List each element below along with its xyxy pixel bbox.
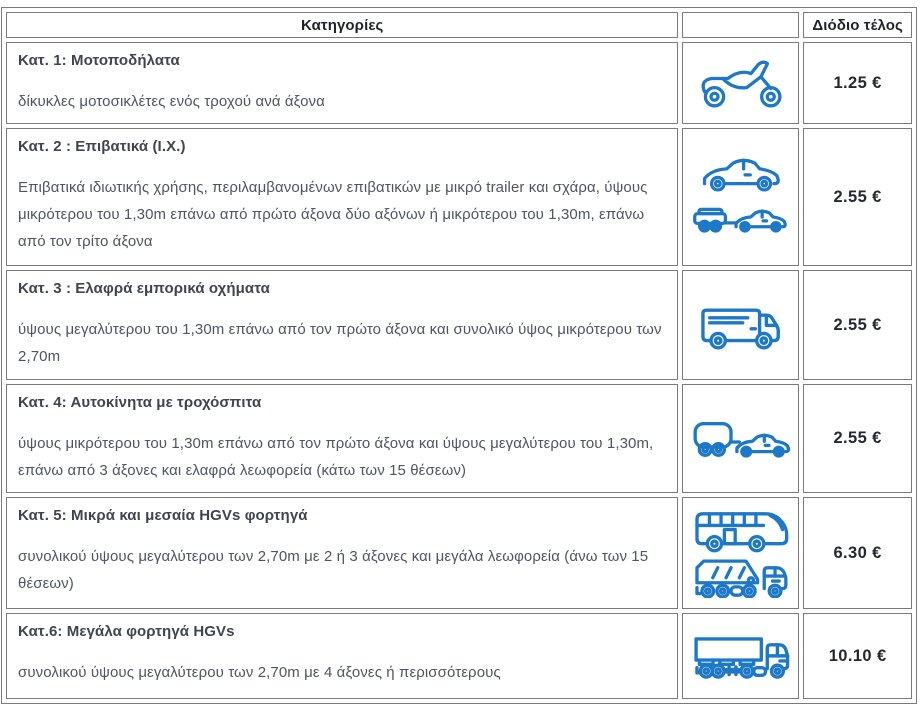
toll-fee-value: 1.25 €: [833, 73, 882, 92]
vehicle-icon-holder: [697, 308, 785, 350]
category-title: Κατ. 5: Μικρά και μεσαία HGVs φορτηγά: [18, 507, 308, 524]
category-cell: Κατ. 1: Μοτοποδήλατα δίκυκλες μοτοσικλέτ…: [6, 42, 679, 124]
category-description: Επιβατικά ιδιωτικής χρήσης, περιλαμβανομ…: [18, 179, 648, 250]
fee-cell: 2.55 €: [803, 270, 912, 380]
column-header-fee: Διόδιο τέλος: [803, 12, 912, 38]
category-cell: Κατ. 3 : Ελαφρά εμπορικά οχήματα ύψους μ…: [6, 270, 679, 380]
vehicle-icon-cell: [682, 613, 800, 699]
table-row: Κατ.6: Μεγάλα φορτηγά HGVs συνολικού ύψο…: [6, 613, 912, 699]
category-title: Κατ. 2 : Επιβατικά (Ι.Χ.): [18, 138, 186, 155]
category-description: συνολικού ύψους μεγαλύτερου των 2,70m με…: [18, 664, 501, 681]
van-icon: [701, 308, 780, 350]
toll-fee-value: 2.55 €: [833, 429, 882, 447]
fee-cell: 6.30 €: [803, 497, 912, 609]
category-title: Κατ. 4: Αυτοκίνητα με τροχόσπιτα: [18, 394, 262, 411]
fee-cell: 2.55 €: [803, 128, 912, 266]
vehicle-icon-holder: [691, 430, 791, 447]
fee-cell: 1.25 €: [803, 42, 912, 124]
vehicle-icon-holder: [691, 188, 791, 205]
car-and-car-with-trailer-icon: [691, 154, 791, 241]
category-cell: Κατ. 5: Μικρά και μεσαία HGVs φορτηγά συ…: [6, 497, 679, 609]
table-body: Κατ. 1: Μοτοποδήλατα δίκυκλες μοτοσικλέτ…: [6, 42, 912, 699]
table-row: Κατ. 3 : Ελαφρά εμπορικά οχήματα ύψους μ…: [6, 270, 912, 380]
column-header-categories: Κατηγορίες: [6, 12, 679, 38]
vehicle-icon-holder: [693, 74, 789, 91]
vehicle-icon-holder: [691, 647, 791, 664]
category-title: Κατ. 3 : Ελαφρά εμπορικά οχήματα: [18, 280, 270, 297]
toll-categories-table: Κατηγορίες Διόδιο τέλος Κατ. 1: Μοτοποδή…: [1, 7, 917, 704]
vehicle-icon-cell: [682, 128, 800, 266]
semi-truck-icon: [691, 633, 791, 679]
table-row: Κατ. 4: Αυτοκίνητα με τροχόσπιτα ύψους μ…: [6, 384, 912, 493]
vehicle-icon-cell: [682, 384, 800, 493]
toll-fee-value: 6.30 €: [833, 543, 882, 562]
category-cell: Κατ. 2 : Επιβατικά (Ι.Χ.) Επιβατικά ιδιω…: [6, 128, 679, 266]
vehicle-icon-cell: [682, 270, 800, 380]
category-title: Κατ. 1: Μοτοποδήλατα: [18, 52, 180, 69]
car-with-caravan-icon: [691, 417, 791, 460]
category-description: συνολικού ύψους μεγαλύτερου των 2,70m με…: [18, 548, 649, 592]
category-cell: Κατ.6: Μεγάλα φορτηγά HGVs συνολικού ύψο…: [6, 613, 679, 699]
table-header: Κατηγορίες Διόδιο τέλος: [6, 12, 912, 38]
table-row: Κατ. 1: Μοτοποδήλατα δίκυκλες μοτοσικλέτ…: [6, 42, 912, 124]
category-description: δίκυκλες μοτοσικλέτες ενός τροχού ανά άξ…: [18, 93, 325, 110]
header-row: Κατηγορίες Διόδιο τέλος: [6, 12, 912, 38]
category-description: ύψους μικρότερου του 1,30m επάνω από τον…: [18, 435, 654, 479]
toll-fee-value: 2.55 €: [833, 187, 882, 206]
toll-fee-value: 10.10 €: [828, 646, 887, 665]
motorcycle-icon: [693, 57, 789, 108]
table-row: Κατ. 5: Μικρά και μεσαία HGVs φορτηγά συ…: [6, 497, 912, 609]
category-description: ύψους μεγαλύτερου του 1,30m επάνω από το…: [18, 321, 662, 365]
toll-fee-value: 2.55 €: [833, 315, 882, 334]
vehicle-icon-cell: [682, 497, 800, 609]
bus-and-dump-truck-icon: [692, 508, 790, 598]
vehicle-icon-cell: [682, 42, 800, 124]
category-cell: Κατ. 4: Αυτοκίνητα με τροχόσπιτα ύψους μ…: [6, 384, 679, 493]
column-header-icons: [682, 12, 800, 38]
fee-cell: 2.55 €: [803, 384, 912, 493]
vehicle-icon-holder: [692, 544, 790, 561]
category-title: Κατ.6: Μεγάλα φορτηγά HGVs: [18, 623, 235, 640]
fee-cell: 10.10 €: [803, 613, 912, 699]
table-row: Κατ. 2 : Επιβατικά (Ι.Χ.) Επιβατικά ιδιω…: [6, 128, 912, 266]
